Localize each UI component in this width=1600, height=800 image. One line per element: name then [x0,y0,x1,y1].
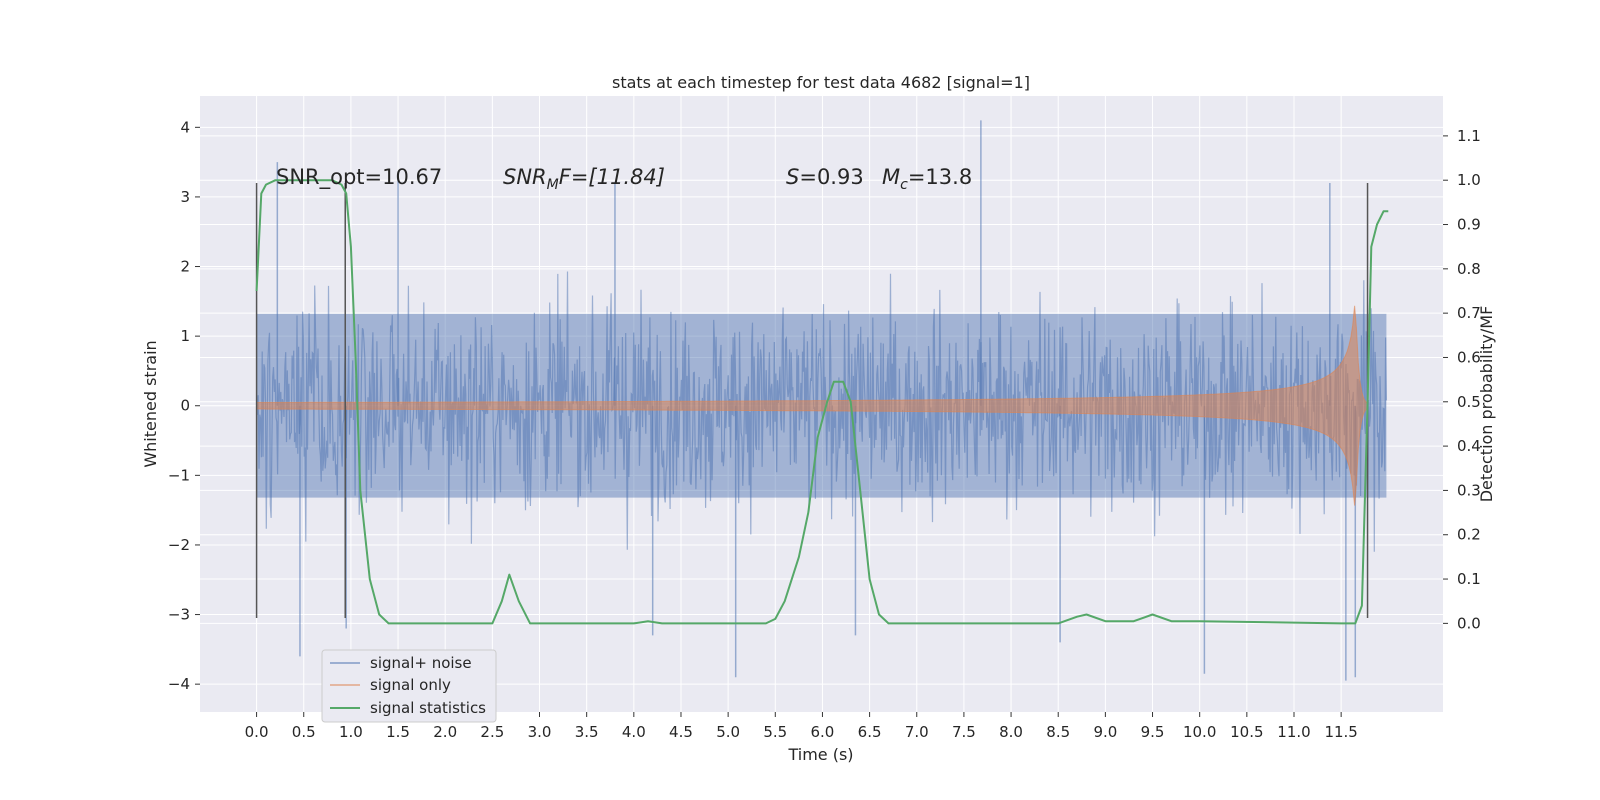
legend-label-signal: signal only [370,676,451,694]
x-tick-label: 7.0 [905,723,929,741]
y-tick-label: −4 [168,675,190,693]
x-tick-label: 8.0 [999,723,1023,741]
snr-mf-value: F=[11.84] [559,165,665,189]
y-tick-label: 3 [180,188,190,206]
x-tick-label: 10.0 [1183,723,1216,741]
y-right-tick-label: 0.4 [1457,437,1481,455]
y-right-tick-label: 0.7 [1457,304,1481,322]
x-tick-label: 7.5 [952,723,976,741]
annotation-s: S=0.93 [786,165,864,189]
x-tick-label: 5.0 [716,723,740,741]
right-gridlines [200,135,1443,624]
mc-symbol: M [882,165,900,189]
snr-mf-subscript: M [547,177,559,193]
snr-mf-symbol: SNR [503,165,547,189]
legend-box [321,649,497,723]
statistics-line [255,179,1389,625]
y-tick-label: −2 [168,536,190,554]
noise-trace [256,271,1387,552]
x-axis-label: Time (s) [787,745,853,764]
x-tick-label: 9.0 [1093,723,1117,741]
y-right-tick-label: 0.3 [1457,481,1481,499]
y-right-tick-label: 0.1 [1457,570,1481,588]
x-tick-label: 3.0 [528,723,552,741]
annotation-snr-opt: SNR_opt=10.67 [276,165,442,190]
series-signal-statistics [255,179,1389,625]
x-tick-label: 4.5 [669,723,693,741]
legend-label-noise: signal+ noise [370,654,472,672]
y-axis-label: Whitened strain [141,340,160,467]
x-tick-label: 11.5 [1324,723,1357,741]
y-tick-label: −1 [168,466,190,484]
x-tick-label: 2.0 [433,723,457,741]
s-symbol: S [786,165,799,189]
x-tick-label: 1.5 [386,723,410,741]
s-value: =0.93 [799,165,863,189]
y-tick-label: 2 [180,258,190,276]
chart-title: stats at each timestep for test data 468… [612,73,1030,92]
y-axis-right-label: Detection probability/MF [1477,306,1496,503]
legend: signal+ noise signal only signal statist… [321,649,497,723]
x-tick-label: 10.5 [1230,723,1263,741]
plot-content [255,120,1389,681]
y-gridlines [200,126,1443,685]
y-tick-label: 4 [180,118,190,136]
y-tick-label: 0 [180,397,190,415]
x-tick-label: 8.5 [1046,723,1070,741]
y-right-tick-label: 0.2 [1457,526,1481,544]
x-tick-label: 3.5 [575,723,599,741]
y-right-tick-label: 0.9 [1457,216,1481,234]
y-right-tick-label: 0.8 [1457,260,1481,278]
legend-label-statistics: signal statistics [370,699,486,717]
x-tick-label: 0.0 [245,723,269,741]
y-right-tick-label: 0.5 [1457,393,1481,411]
x-tick-label: 6.5 [858,723,882,741]
x-tick-label: 6.0 [811,723,835,741]
x-tick-label: 0.5 [292,723,316,741]
y-right-tick-label: 0.0 [1457,614,1481,632]
x-tick-label: 1.0 [339,723,363,741]
tick-labels: 0.0 0.5 1.0 1.5 2.0 2.5 3.0 3.5 4.0 4.5 5.0 5.5 6.0 6… [168,118,1481,741]
x-tick-label: 4.0 [622,723,646,741]
mc-subscript: c [900,177,908,193]
annotation-mc: Mc=13.8 [882,165,972,193]
y-right-tick-label: 1.0 [1457,171,1481,189]
x-tick-label: 9.5 [1141,723,1165,741]
x-tick-label: 5.5 [763,723,787,741]
y-right-tick-label: 0.6 [1457,348,1481,366]
y-tick-label: −3 [168,606,190,624]
y-right-tick-label: 1.1 [1457,127,1481,145]
x-tick-label: 2.5 [480,723,504,741]
mc-value: =13.8 [908,165,972,189]
annotation-snr-mf: SNRMF=[11.84] [503,165,665,193]
y-tick-label: 1 [180,327,190,345]
x-tick-label: 11.0 [1277,723,1310,741]
